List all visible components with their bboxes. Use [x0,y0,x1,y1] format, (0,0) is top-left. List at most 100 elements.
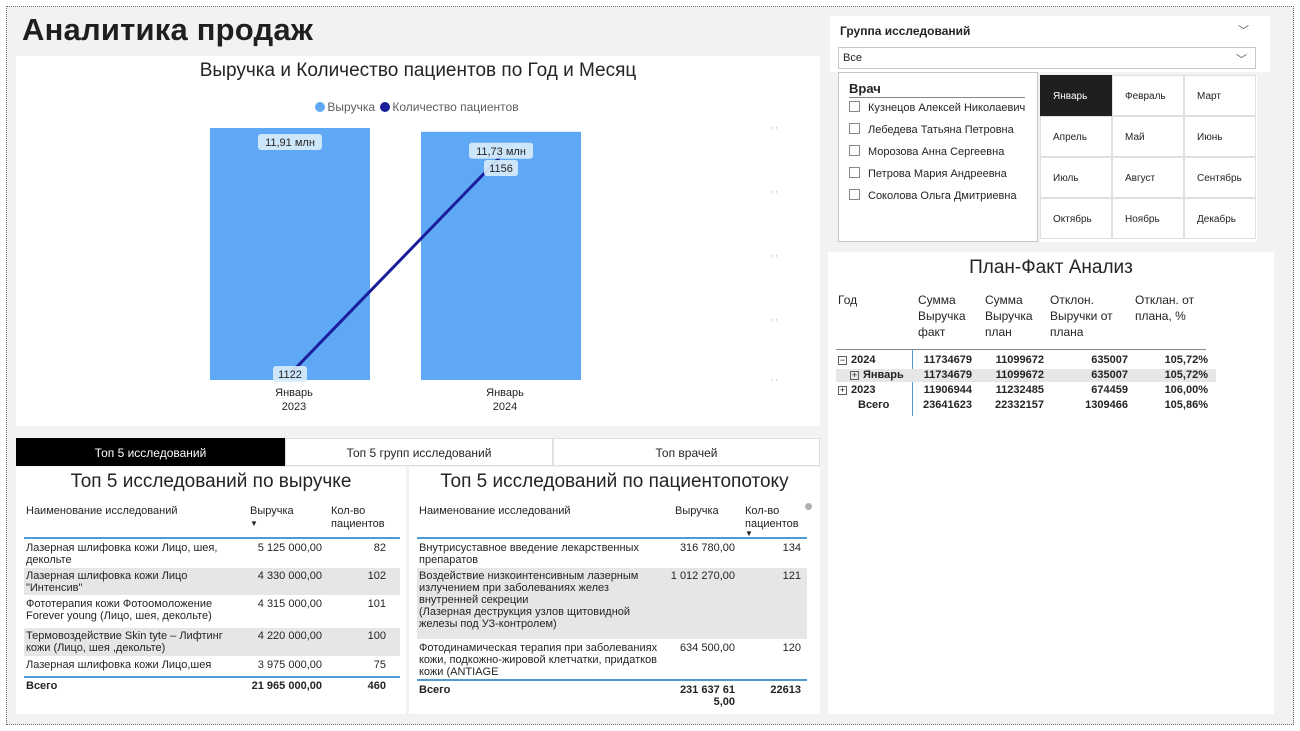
doctor-option[interactable]: Петрова Мария Андреевна [849,167,1007,181]
plan-fact-table[interactable]: План-Факт Анализ Год Сумма Выручка факт … [828,252,1274,714]
doctor-option[interactable]: Лебедева Татьяна Петровна [849,123,1014,137]
row-label: 2023 [851,384,876,396]
month-option[interactable]: Июнь [1184,116,1256,157]
cell-patients: 100 [367,630,386,642]
col-header-revenue[interactable]: Выручка [675,505,719,517]
table-row[interactable]: Всего 23641623 22332157 1309466 105,86% [836,399,1216,412]
revenue-patients-chart[interactable]: Выручка и Количество пациентов по Год и … [16,56,820,426]
tab-top5-studies[interactable]: Топ 5 исследований [16,438,285,466]
month-slicer[interactable]: Январь Февраль Март Апрель Май Июнь Июль Август… [1040,75,1257,242]
cell-revenue: 4 330 000,00 [257,570,322,582]
col-header-plan[interactable]: Сумма Выручка план [985,293,1033,339]
cell-patients: 121 [782,570,801,582]
cell-revenue: 3 975 000,00 [257,659,322,671]
total-divider [24,676,400,678]
cell-revenue: 4 220 000,00 [257,630,322,642]
col-header-name[interactable]: Наименование исследований [26,505,178,517]
month-option[interactable]: Март [1184,75,1256,116]
tab-top-doctors[interactable]: Топ врачей [553,438,820,466]
line-patients[interactable] [288,154,503,376]
checkbox-icon[interactable] [849,189,860,200]
cell-name: Лазерная шлифовка кожи Лицо "Интенсив" [26,570,188,594]
doctor-name: Петрова Мария Андреевна [868,168,1007,180]
cell-year: +2023 [838,384,875,397]
expand-icon[interactable]: + [838,385,847,395]
svg-text:11,91 млн: 11,91 млн [265,137,315,149]
cell-patients: 134 [782,542,801,554]
table-row[interactable]: Термовоздействие Skin tyte – Лифтинг кож… [24,628,400,656]
expand-icon[interactable]: + [850,370,859,380]
col-header-name[interactable]: Наименование исследований [419,505,571,517]
table-row[interactable]: Внутрисуставное введение лекарственных п… [417,540,807,568]
flow-rows-viewport[interactable]: Внутрисуставное введение лекарственных п… [409,467,820,681]
month-option[interactable]: Январь [1040,75,1112,116]
total-divider [417,679,807,681]
group-slicer[interactable]: Группа исследований ﹀ Все ﹀ [830,16,1270,72]
group-dropdown[interactable]: Все [838,47,1256,69]
month-option[interactable]: Сентябрь [1184,157,1256,198]
table-row[interactable]: Лазерная шлифовка кожи Лицо,шея 3 975 000… [24,657,400,675]
col-header-patients[interactable]: Кол-во пациентов [331,505,385,530]
col-header-year[interactable]: Год [838,293,858,307]
x-axis-tick-2024: Январь 2024 [445,386,565,414]
doctor-option[interactable]: Соколова Ольга Дмитриевна [849,189,1017,203]
table-row[interactable]: Лазерная шлифовка кожи Лицо, шея, деколь… [24,540,400,566]
sort-desc-icon[interactable]: ▼ [745,529,753,538]
header-divider [417,537,807,539]
total-label: Всего [26,680,58,692]
month-option[interactable]: Февраль [1112,75,1184,116]
col-header-patients[interactable]: Кол-во пациентов [745,505,799,530]
table-title: Топ 5 исследований по выручке [70,471,352,492]
bar-revenue[interactable] [210,128,370,380]
month-option[interactable]: Август [1112,157,1184,198]
cell-revenue: 316 780,00 [679,542,735,554]
checkbox-icon[interactable] [849,167,860,178]
chart-plot-area[interactable]: 11,91 млн 11,73 млн 1122 1156 [16,56,820,426]
doctor-option[interactable]: Кузнецов Алексей Николаевич [849,101,1025,115]
legend-patients-marker [380,102,391,112]
tab-top5-groups[interactable]: Топ 5 групп исследований [285,438,553,466]
chevron-down-icon[interactable]: ﹀ [1238,25,1249,37]
total-patients: 460 [367,680,386,692]
svg-text:1156: 1156 [489,163,513,175]
sort-desc-icon[interactable]: ▼ [250,519,258,528]
svg-text:11,73 млн: 11,73 млн [476,146,526,158]
cell-dev: 635007 [1091,354,1128,366]
col-header-fact[interactable]: Сумма Выручка факт [918,293,966,339]
month-option[interactable]: Октябрь [1040,198,1112,239]
table-row[interactable]: +2023 11906944 11232485 674459 106,00% [836,384,1216,397]
month-option[interactable]: Апрель [1040,116,1112,157]
table-row[interactable]: Фототерапия кожи Фотоомоложение Forever … [24,596,400,627]
collapse-icon[interactable]: − [838,355,847,365]
doctor-option[interactable]: Морозова Анна Сергеевна [849,145,1004,159]
cell-name: Термовоздействие Skin tyte – Лифтинг кож… [26,630,223,654]
slicer-title: Врач [849,81,881,96]
chevron-down-icon[interactable]: ﹀ [1236,54,1247,66]
month-option[interactable]: Декабрь [1184,198,1256,239]
data-label-patients: 1156 [484,160,518,176]
doctor-slicer[interactable]: Врач Кузнецов Алексей Николаевич Лебедева… [838,72,1038,242]
table-row[interactable]: −2024 11734679 11099672 635007 105,72% [836,354,1216,367]
month-option[interactable]: Июль [1040,157,1112,198]
col-header-revenue[interactable]: Выручка [250,505,294,517]
table-row[interactable]: Воздействие низкоинтенсивным лазерным из… [417,568,807,639]
row-label: 2024 [851,354,876,366]
table-row[interactable]: Лазерная шлифовка кожи Лицо "Интенсив" 4 … [24,568,400,595]
top5-revenue-table[interactable]: Топ 5 исследований по выручке Наименован… [16,467,406,714]
cell-name: Внутрисуставное введение лекарственных п… [419,542,639,566]
month-option[interactable]: Май [1112,116,1184,157]
scrollbar-thumb[interactable] [805,503,812,510]
top5-flow-table[interactable]: Топ 5 исследований по пациентопотоку Наи… [409,467,820,714]
col-header-deviation[interactable]: Отклон. Выручки от плана [1050,293,1113,339]
checkbox-icon[interactable] [849,123,860,134]
checkbox-icon[interactable] [849,101,860,112]
chart-legend[interactable]: Выручка Количество пациентов [16,100,820,114]
table-row[interactable]: + Январь 11734679 11099672 635007 105,72% [836,369,1216,382]
table-row[interactable]: Фотодинамическая терапия при заболевания… [417,640,807,680]
col-header-percent[interactable]: Отклан. от плана, % [1135,293,1195,323]
cell-name: Воздействие низкоинтенсивным лазерным из… [419,570,639,630]
checkbox-icon[interactable] [849,145,860,156]
cell-patients: 75 [373,659,386,671]
cell-dev: 635007 [1091,369,1128,381]
month-option[interactable]: Ноябрь [1112,198,1184,239]
